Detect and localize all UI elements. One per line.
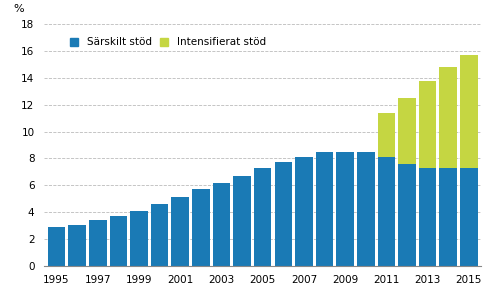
Legend: Särskilt stöd, Intensifierat stöd: Särskilt stöd, Intensifierat stöd	[67, 34, 269, 50]
Bar	[233, 176, 251, 266]
Bar	[419, 168, 436, 266]
Bar	[130, 211, 148, 266]
Bar	[398, 164, 416, 266]
Bar	[151, 204, 168, 266]
Bar	[48, 227, 65, 266]
Bar	[274, 162, 292, 266]
Bar	[357, 152, 375, 266]
Bar	[460, 168, 478, 266]
Bar	[316, 152, 333, 266]
Bar	[192, 189, 210, 266]
Text: %: %	[14, 5, 24, 14]
Bar	[378, 113, 395, 157]
Bar	[109, 216, 127, 266]
Bar	[378, 157, 395, 266]
Bar	[254, 168, 272, 266]
Bar	[213, 182, 230, 266]
Bar	[171, 197, 189, 266]
Bar	[439, 168, 457, 266]
Bar	[295, 157, 313, 266]
Bar	[419, 81, 436, 168]
Bar	[398, 98, 416, 164]
Bar	[439, 67, 457, 168]
Bar	[336, 152, 354, 266]
Bar	[460, 55, 478, 168]
Bar	[68, 226, 86, 266]
Bar	[89, 220, 107, 266]
